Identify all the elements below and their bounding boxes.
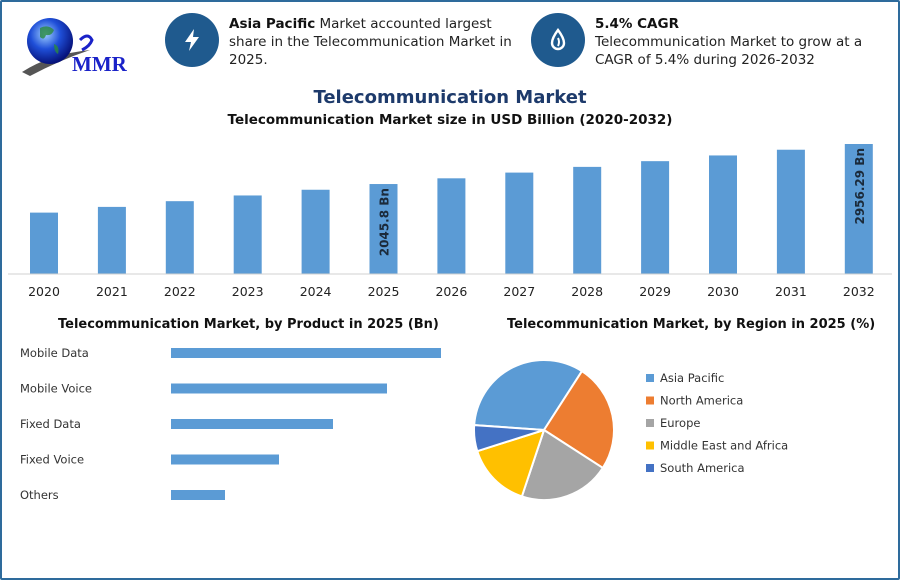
legend-swatch [646,419,654,427]
legend-label: South America [660,461,745,475]
bar-2020 [30,212,58,274]
x-tick-label: 2023 [232,284,264,299]
data-label: 2956.29 Bn [853,148,867,225]
bar-2027 [505,172,534,274]
product-chart-title: Telecommunication Market, by Product in … [58,317,439,332]
bar-2024 [301,189,330,274]
bar-2032 [844,144,873,274]
page-title: Telecommunication Market [313,87,587,108]
x-tick-label: 2020 [28,284,60,299]
bar-2022 [165,201,194,274]
info-asia-pacific: Asia Pacific Market accounted largest sh… [165,13,525,69]
x-tick-label: 2026 [435,284,467,299]
bar-2026 [437,178,466,274]
x-tick-label: 2022 [164,284,196,299]
x-tick-label: 2031 [775,284,807,299]
x-tick-label: 2030 [707,284,739,299]
info2-text: Telecommunication Market to grow at a CA… [595,34,863,68]
info2-bold: 5.4% CAGR [595,16,679,32]
legend-label: Middle East and Africa [660,439,788,453]
info-cagr: 5.4% CAGR Telecommunication Market to gro… [531,13,891,69]
x-tick-label: 2024 [300,284,332,299]
drop-icon [531,13,585,67]
info1-bold: Asia Pacific [229,16,316,32]
x-tick-label: 2027 [503,284,535,299]
bar-mobile-data [171,348,441,358]
x-tick-label: 2028 [571,284,603,299]
region-chart-title: Telecommunication Market, by Region in 2… [507,317,876,332]
bar-chart-subtitle: Telecommunication Market size in USD Bil… [227,112,673,128]
bar-mobile-voice [171,383,387,394]
category-label: Mobile Data [20,346,89,360]
category-label: Others [20,488,59,502]
legend-label: North America [660,394,743,408]
bar-2028 [573,166,602,274]
x-tick-label: 2029 [639,284,671,299]
legend-swatch [646,396,654,405]
lightning-icon [165,13,219,67]
bar-others [171,490,225,500]
legend-swatch [646,464,654,472]
bar-fixed-data [171,419,333,429]
data-label: 2045.8 Bn [378,188,392,256]
bar-2031 [776,149,805,274]
legend-swatch [646,441,654,450]
bar-2023 [233,195,262,274]
legend-swatch [646,374,654,382]
logo-text: MMR [72,52,128,76]
region-pie-chart: Asia Pacific North America Europe Middle Ea… [473,359,788,501]
info1-text: Market accounted largest share in the Te… [229,16,512,68]
category-label: Fixed Voice [20,453,84,467]
pie-slice-north-america [542,369,615,470]
bar-2021 [97,206,126,274]
market-size-bar-chart: 2020 2021 2022 2023 2024 2025 2045.8 Bn 2026 202… [8,144,892,299]
legend-label: Europe [660,416,700,430]
pie-slice-south-america [473,424,545,453]
legend-label: Asia Pacific [660,371,724,385]
product-bar-chart: Mobile Data Mobile Voice Fixed Data Fixed V… [20,346,441,502]
x-tick-label: 2032 [843,284,875,299]
bar-2025 [369,184,398,274]
category-label: Mobile Voice [20,382,92,396]
x-tick-label: 2025 [368,284,400,299]
category-label: Fixed Data [20,417,81,431]
mmr-logo: MMR [22,18,128,76]
bar-fixed-voice [171,454,279,465]
x-tick-label: 2021 [96,284,128,299]
bar-2030 [709,155,737,274]
pie-slice-europe [520,428,605,501]
bar-2029 [641,161,670,274]
